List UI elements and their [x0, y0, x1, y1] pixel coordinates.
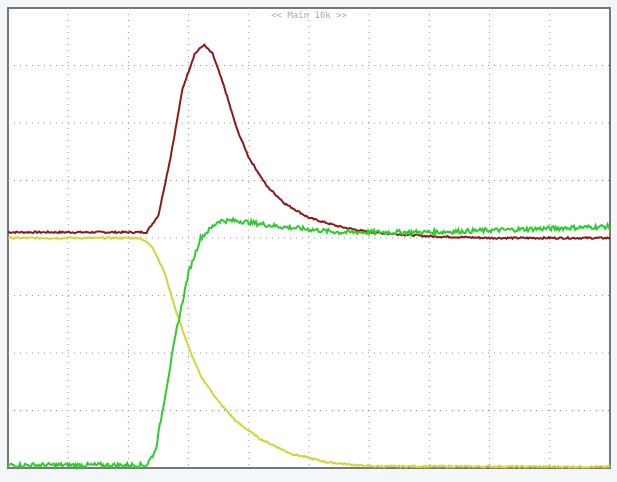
trace-1	[7, 43, 611, 241]
trace-2	[7, 236, 611, 469]
trace-3	[7, 216, 611, 471]
traces	[7, 43, 611, 471]
grid	[8, 8, 610, 468]
timebase-label: << Main 10k >>	[271, 11, 347, 21]
